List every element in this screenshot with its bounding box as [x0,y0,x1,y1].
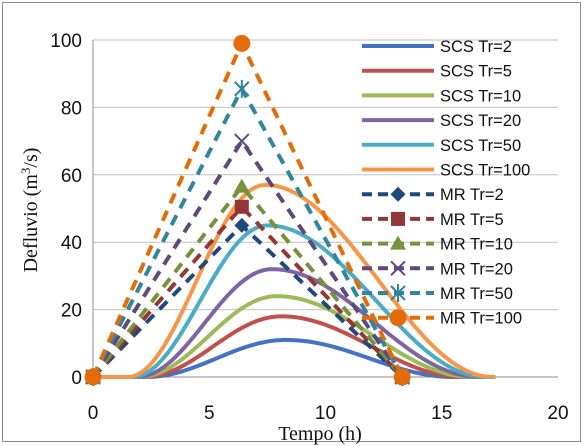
x-tick-label-0: 0 [88,403,99,424]
y-tick-label-40: 40 [61,233,82,254]
legend-label-mr-tr-20: MR Tr=20 [440,260,513,278]
x-tick-label-15: 15 [431,403,452,424]
x-axis-title: Tempo (h) [278,423,362,445]
legend-marker-mr-tr-2 [391,187,406,202]
legend-label-mr-tr-2: MR Tr=2 [440,186,504,204]
legend-label-scs-tr-5: SCS Tr=5 [440,63,512,81]
legend-marker-mr-tr-100 [390,309,407,326]
legend: SCS Tr=2 SCS Tr=5 SCS Tr=10 SCS Tr=20 SCS Tr… [362,38,530,328]
legend-label-scs-tr-2: SCS Tr=2 [440,38,512,56]
legend-label-mr-tr-10: MR Tr=10 [440,236,513,254]
point-mr-tr-100-2 [394,369,411,386]
legend-marker-mr-tr-5 [391,212,405,226]
y-tick-label-80: 80 [61,98,82,119]
y-tick-label-0: 0 [71,368,82,389]
series-layer [85,35,496,386]
y-tick-label-60: 60 [61,166,82,187]
point-mr-tr-100-0 [85,369,102,386]
y-tick-label-100: 100 [50,31,82,52]
x-tick-label-5: 5 [204,403,215,424]
legend-label-mr-tr-50: MR Tr=50 [440,285,513,303]
legend-label-scs-tr-100: SCS Tr=100 [440,162,530,180]
legend-label-mr-tr-5: MR Tr=5 [440,211,504,229]
point-mr-tr-50-1 [235,80,249,98]
y-axis-title-part1: Defluvio (m [20,174,42,273]
series-line-scs-tr-100 [93,185,495,377]
y-tick-label-20: 20 [61,301,82,322]
point-mr-tr-100-1 [233,35,250,52]
legend-label-mr-tr-100: MR Tr=100 [440,310,522,328]
series-line-mr-tr-20 [93,141,402,377]
legend-label-scs-tr-50: SCS Tr=50 [440,137,521,155]
x-tick-label-20: 20 [547,403,568,424]
y-axis-title: Defluvio (m3/s) [18,148,42,273]
point-mr-tr-5-1 [235,200,249,214]
point-mr-tr-10-1 [234,179,250,193]
legend-label-scs-tr-20: SCS Tr=20 [440,112,521,130]
x-tick-label-10: 10 [315,403,336,424]
point-mr-tr-20-1 [235,134,249,148]
legend-label-scs-tr-10: SCS Tr=10 [440,87,521,105]
y-axis-title-part2: /s) [20,148,42,168]
